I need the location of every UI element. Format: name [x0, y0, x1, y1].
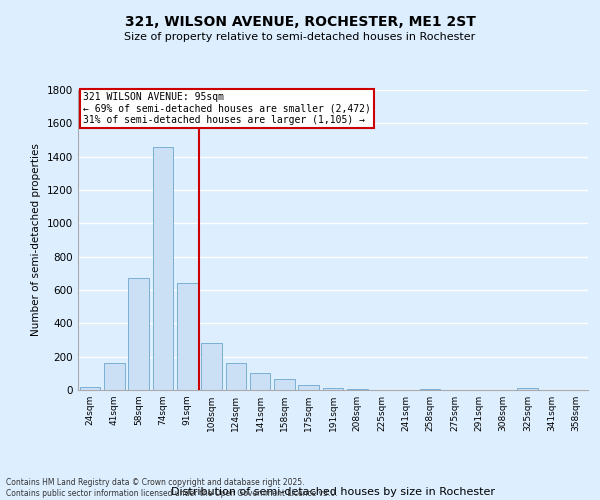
Bar [517, 388, 538, 390]
Bar [420, 389, 440, 390]
Bar [226, 362, 246, 390]
Bar [177, 284, 197, 390]
Bar [298, 385, 319, 390]
Bar [80, 386, 100, 390]
Bar [104, 364, 125, 390]
Bar [128, 278, 149, 390]
Bar [274, 379, 295, 390]
Bar [323, 388, 343, 390]
Text: 321, WILSON AVENUE, ROCHESTER, ME1 2ST: 321, WILSON AVENUE, ROCHESTER, ME1 2ST [125, 15, 475, 29]
Text: Size of property relative to semi-detached houses in Rochester: Size of property relative to semi-detach… [124, 32, 476, 42]
Text: 321 WILSON AVENUE: 95sqm
← 69% of semi-detached houses are smaller (2,472)
31% o: 321 WILSON AVENUE: 95sqm ← 69% of semi-d… [83, 92, 371, 124]
X-axis label: Distribution of semi-detached houses by size in Rochester: Distribution of semi-detached houses by … [171, 487, 495, 497]
Bar [347, 389, 368, 390]
Bar [201, 344, 222, 390]
Bar [250, 374, 271, 390]
Bar [152, 146, 173, 390]
Text: Contains HM Land Registry data © Crown copyright and database right 2025.
Contai: Contains HM Land Registry data © Crown c… [6, 478, 338, 498]
Y-axis label: Number of semi-detached properties: Number of semi-detached properties [31, 144, 41, 336]
